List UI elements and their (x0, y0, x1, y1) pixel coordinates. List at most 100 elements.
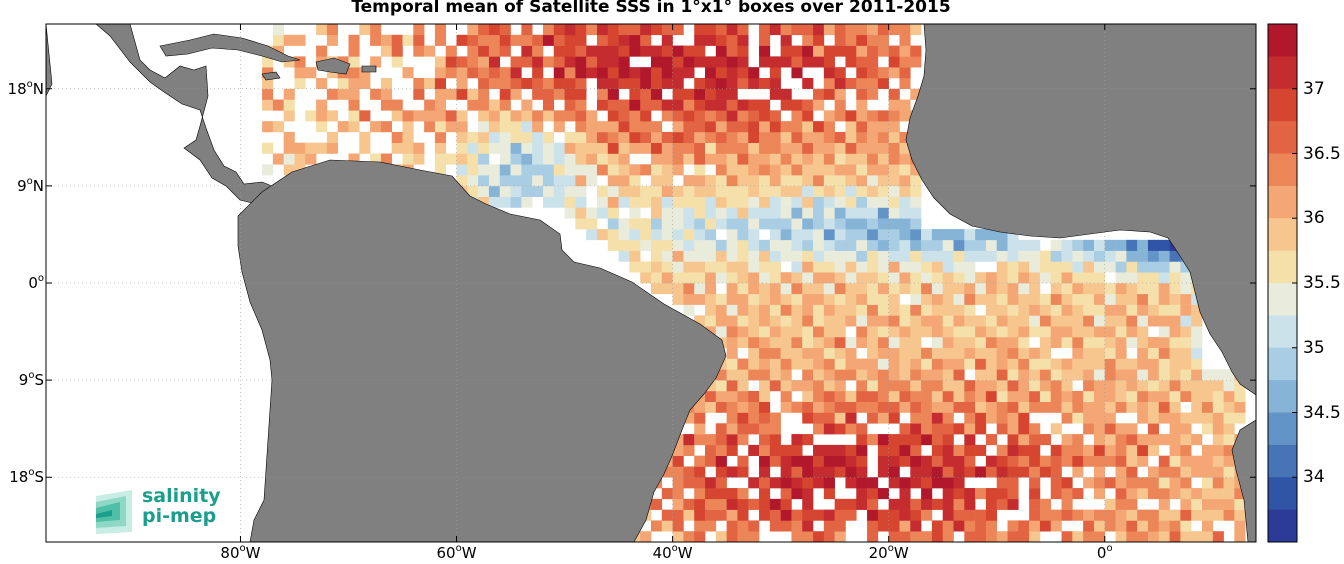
sss-cell (953, 358, 965, 370)
sss-cell (834, 336, 846, 349)
sss-cell (596, 99, 609, 111)
sss-cell (996, 380, 1008, 392)
sss-cell (532, 88, 544, 100)
sss-cell (910, 347, 922, 359)
sss-cell (1180, 455, 1192, 467)
sss-cell (802, 185, 814, 197)
sss-cell (1050, 488, 1062, 500)
sss-cell (661, 283, 673, 295)
sss-cell (888, 531, 900, 542)
sss-cell (1093, 455, 1106, 467)
sss-cell (899, 423, 911, 435)
sss-cell (445, 121, 457, 133)
sss-cell (877, 142, 889, 154)
sss-cell (262, 77, 274, 90)
sss-cell (845, 509, 857, 521)
sss-cell (931, 315, 943, 327)
sss-cell (1007, 466, 1019, 478)
sss-cell (1050, 315, 1062, 327)
sss-cell (769, 315, 781, 327)
sss-cell (888, 315, 900, 327)
sss-cell (510, 88, 522, 100)
sss-cell (1093, 390, 1106, 403)
sss-cell (705, 34, 717, 46)
sss-cell (953, 509, 965, 521)
sss-cell (975, 293, 987, 305)
sss-cell (521, 34, 533, 46)
sss-cell (964, 250, 976, 262)
sss-cell (1147, 347, 1160, 359)
sss-cell (596, 164, 609, 176)
sss-cell (942, 531, 954, 542)
sss-cell (456, 153, 468, 165)
sss-cell (759, 498, 771, 510)
sss-cell (1072, 304, 1084, 316)
sss-cell (1093, 283, 1106, 295)
sss-cell (769, 229, 781, 241)
sss-cell (759, 34, 771, 46)
sss-cell (1191, 455, 1203, 467)
sss-cell (640, 110, 652, 122)
sss-cell (434, 67, 447, 79)
sss-cell (759, 99, 771, 111)
sss-cell (845, 455, 857, 467)
sss-cell (683, 99, 695, 111)
sss-cell (564, 164, 576, 176)
sss-cell (1180, 498, 1192, 510)
sss-cell (899, 110, 911, 122)
sss-cell (769, 283, 781, 295)
sss-cell (1126, 488, 1138, 500)
sss-cell (1201, 520, 1214, 532)
sss-cell (596, 56, 609, 68)
sss-cell (1201, 455, 1214, 467)
sss-cell (499, 67, 511, 79)
sss-cell (737, 380, 749, 392)
sss-cell (434, 164, 447, 176)
sss-cell (769, 239, 781, 251)
sss-cell (780, 293, 792, 305)
sss-cell (434, 142, 447, 154)
sss-cell (791, 466, 803, 478)
sss-cell (661, 207, 673, 219)
sss-cell (856, 455, 868, 467)
sss-cell (575, 175, 587, 187)
sss-cell (1050, 390, 1062, 403)
sss-cell (683, 272, 695, 284)
sss-cell (1072, 401, 1084, 413)
sss-cell (283, 34, 295, 46)
sss-cell (272, 99, 284, 111)
sss-cell (791, 67, 803, 79)
sss-cell (1126, 520, 1138, 532)
sss-cell (942, 455, 954, 467)
sss-cell (834, 34, 846, 46)
sss-cell (780, 250, 792, 262)
sss-cell (867, 207, 879, 219)
sss-cell (834, 175, 846, 187)
sss-cell (1223, 401, 1235, 413)
sss-cell (802, 272, 814, 284)
sss-cell (877, 153, 889, 165)
sss-cell (1039, 369, 1052, 381)
sss-cell (823, 315, 835, 327)
sss-cell (629, 142, 641, 154)
sss-cell (1007, 412, 1019, 424)
sss-cell (705, 261, 717, 273)
sss-cell (478, 45, 490, 57)
sss-cell (791, 455, 803, 467)
sss-cell (488, 99, 501, 111)
sss-cell (953, 272, 965, 284)
sss-cell (1212, 444, 1224, 456)
sss-cell (1072, 336, 1084, 349)
sss-cell (737, 466, 749, 478)
sss-cell (661, 466, 673, 478)
sss-cell (586, 175, 598, 187)
sss-cell (942, 477, 954, 489)
sss-cell (942, 380, 954, 392)
sss-cell (845, 261, 857, 273)
sss-cell (726, 347, 738, 359)
sss-cell (532, 185, 544, 197)
sss-cell (856, 336, 868, 349)
sss-cell (877, 196, 889, 208)
sss-cell (607, 185, 619, 197)
sss-cell (1061, 509, 1073, 521)
